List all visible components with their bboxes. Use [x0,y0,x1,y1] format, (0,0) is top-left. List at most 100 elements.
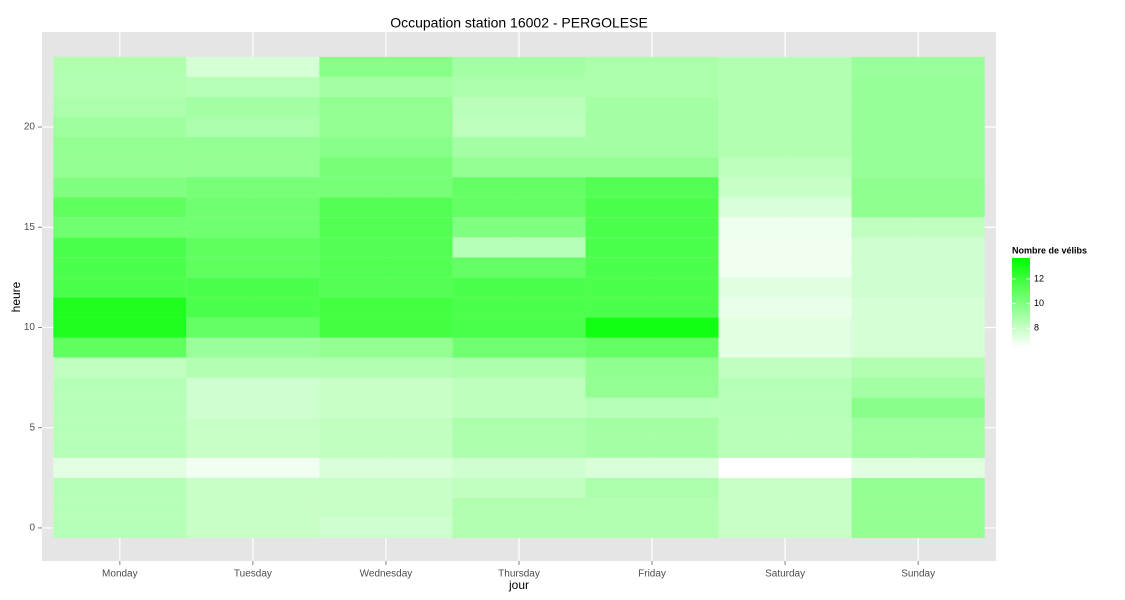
heat-tile [718,497,852,518]
heat-tile [186,377,320,398]
heat-tile [186,517,320,538]
y-tick-label: 20 [24,122,36,133]
heat-tile [851,497,985,518]
heat-tile [585,237,719,258]
heat-tile [186,497,320,518]
heat-tile [319,56,453,77]
heat-tile [319,277,453,298]
heat-tile [53,517,187,538]
heat-tile [851,56,985,77]
heat-tile [186,417,320,438]
heat-tile [319,377,453,398]
heat-tile [585,217,719,238]
heat-tile [851,397,985,418]
heat-tile [186,397,320,418]
heat-tile [851,357,985,378]
heat-tile [319,157,453,178]
heat-tile [186,116,320,138]
heat-tile [53,297,187,318]
heat-tile [585,477,719,498]
heat-tile [585,137,719,158]
heat-tile [585,337,719,358]
heat-tile [53,217,187,238]
heat-tile [851,437,985,458]
heat-tile [585,457,719,478]
heat-tile [186,317,320,338]
heat-tile [53,497,187,518]
heat-tile [718,357,852,378]
heat-tile [319,397,453,418]
x-tick-label: Sunday [901,569,935,580]
heat-tile [452,237,586,258]
heat-tile [319,417,453,438]
heat-tile [53,96,187,117]
heat-tile [585,96,719,117]
heat-tile [452,157,586,178]
heat-tile [718,397,852,418]
heat-tile [186,157,320,178]
heat-tile [452,297,586,318]
heat-tile [718,56,852,77]
heat-tile [186,457,320,478]
heat-tile [851,96,985,117]
heat-tile [319,237,453,258]
y-tick-label: 5 [29,422,35,433]
heat-tile [585,257,719,278]
heat-tile [585,517,719,538]
x-tick-label: Friday [638,569,666,580]
heat-tile [452,337,586,358]
heat-tile [851,317,985,338]
heat-tile [53,377,187,398]
heat-tile [851,337,985,358]
heat-tile [718,217,852,238]
heat-tile [851,157,985,178]
x-axis-label: jour [508,578,529,592]
heat-tile [452,137,586,158]
heat-tile [452,497,586,518]
heat-tile [718,237,852,258]
heat-tile [851,457,985,478]
heat-tile [851,137,985,158]
heat-tile [53,157,187,178]
legend-colorbar [1012,258,1030,348]
heat-tile [186,237,320,258]
heat-tile [851,217,985,238]
heat-tile [851,477,985,498]
heat-tile [851,277,985,298]
heat-tile [319,257,453,278]
heat-tile [851,417,985,438]
heat-tile [718,337,852,358]
heat-tile [53,457,187,478]
heat-tile [718,477,852,498]
heat-tile [186,477,320,498]
heat-tile [319,497,453,518]
heat-tile [851,177,985,198]
heat-tile [585,437,719,458]
heat-tile [718,517,852,538]
heat-tile [851,517,985,538]
heat-tile [585,397,719,418]
heat-tile [585,497,719,518]
heat-tile [319,357,453,378]
heat-tile [186,277,320,298]
legend-tick-label: 10 [1034,298,1044,308]
heat-tile [452,397,586,418]
heat-tile [718,177,852,198]
heat-tile [319,297,453,318]
heat-tile [53,237,187,258]
heat-tile [186,257,320,278]
heat-tile [585,76,719,97]
heat-tile [53,437,187,458]
heat-tile [319,177,453,198]
heat-tile [585,297,719,318]
heat-tile [585,377,719,398]
heat-tile [851,377,985,398]
heat-tile [452,457,586,478]
heat-tile [452,96,586,117]
heat-tile [319,457,453,478]
heat-tile [851,237,985,258]
heat-tile [452,56,586,77]
heat-tile [585,157,719,178]
heat-tile [851,297,985,318]
